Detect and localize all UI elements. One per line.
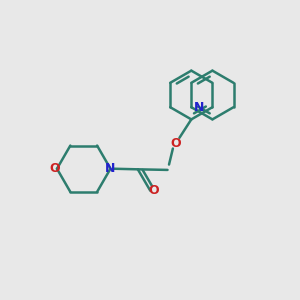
Text: N: N <box>105 162 116 175</box>
Text: O: O <box>148 184 159 197</box>
Text: O: O <box>49 162 60 175</box>
Text: O: O <box>170 137 181 150</box>
Text: N: N <box>194 101 204 114</box>
